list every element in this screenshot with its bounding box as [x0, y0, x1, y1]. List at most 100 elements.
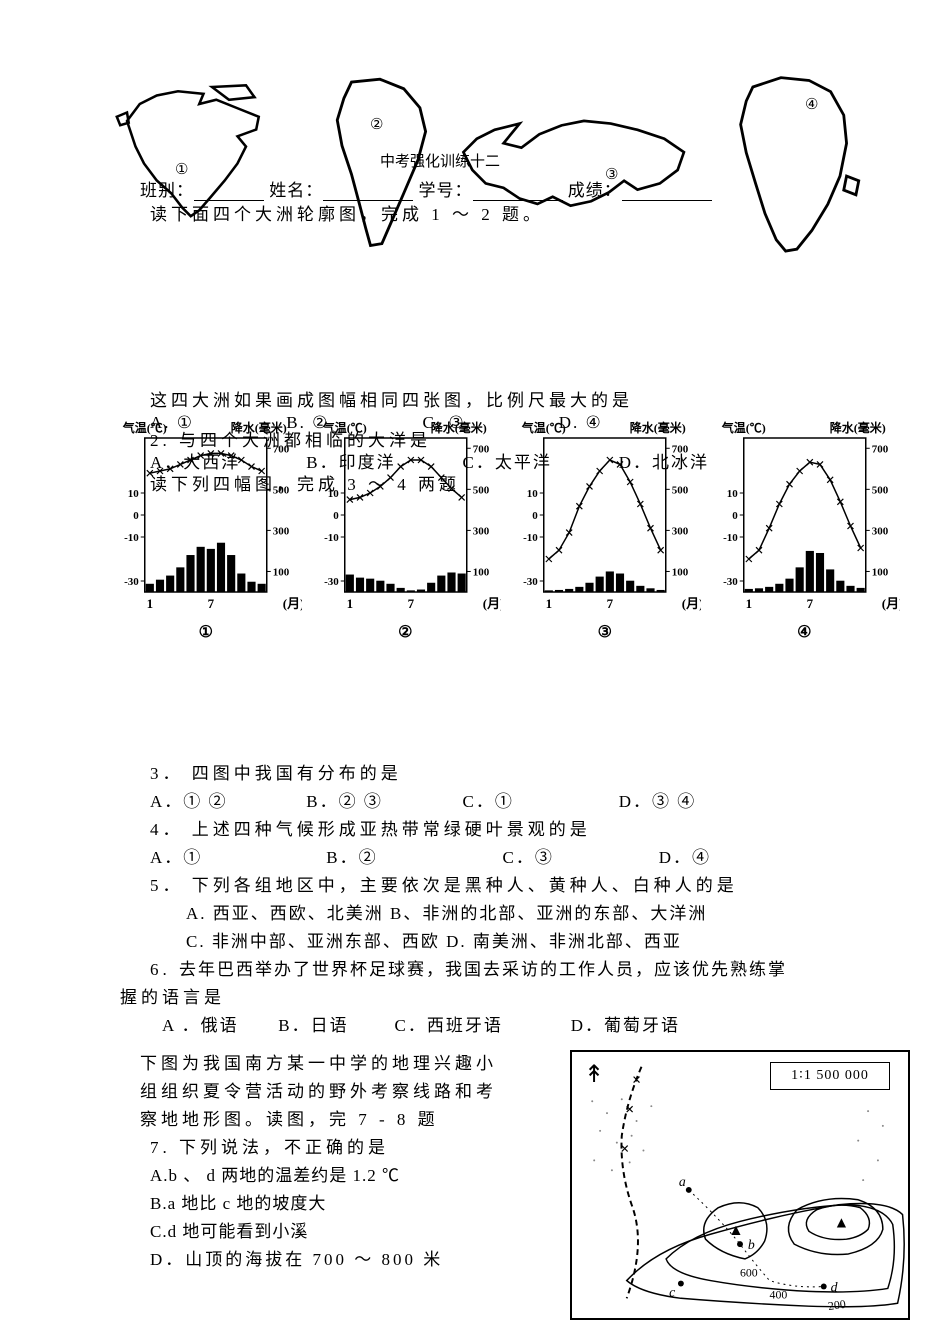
continents-figure: ① ② ③ ④: [120, 70, 900, 270]
north-arrow-icon: ↟: [584, 1060, 604, 1089]
svg-text:300: 300: [672, 525, 689, 537]
name-input[interactable]: [323, 183, 413, 201]
svg-text:7: 7: [806, 596, 813, 611]
svg-text:700: 700: [472, 443, 489, 455]
svg-text:300: 300: [871, 525, 888, 537]
svg-text:700: 700: [672, 443, 689, 455]
svg-text:-30: -30: [124, 576, 139, 588]
svg-text:200: 200: [827, 1297, 847, 1313]
questions-3-6: 3． 四图中我国有分布的是 A．① ② B．② ③ C．① D．③ ④ 4． 上…: [150, 760, 870, 1040]
svg-text:(月): (月): [881, 596, 900, 611]
svg-text:-30: -30: [723, 576, 738, 588]
q4-text: 上述四种气候形成亚热带常绿硬叶景观的是: [192, 820, 591, 839]
q5-opt-a: A. 西亚、西欧、北美洲: [186, 904, 384, 923]
q7-text: 下列说法，不正确的是: [179, 1138, 389, 1157]
q5-opt-b: B、非洲的北部、亚洲的东部、大洋洲: [390, 904, 707, 923]
svg-text:降水(毫米): 降水(毫米): [430, 420, 486, 435]
q3-num: 3．: [150, 764, 184, 783]
topo-intro-1: 下图为我国南方某一中学的地理兴趣小: [140, 1050, 520, 1078]
svg-text:▲: ▲: [728, 1222, 744, 1239]
q3-opt-d: D．③ ④: [619, 788, 697, 816]
climate-chart-svg: 气温(℃)降水(毫米)-30-1001010030050070017(月): [310, 420, 502, 620]
svg-text:降水(毫米): 降水(毫米): [231, 420, 287, 435]
q7-num: 7.: [150, 1138, 171, 1157]
climate-panel-label: ①: [110, 622, 302, 642]
q5-opts-row1: A. 西亚、西欧、北美洲 B、非洲的北部、亚洲的东部、大洋洲: [150, 900, 870, 928]
svg-text:降水(毫米): 降水(毫米): [829, 420, 885, 435]
svg-text:-10: -10: [723, 532, 738, 544]
climate-panel-2: 气温(℃)降水(毫米)-30-1001010030050070017(月) ②: [310, 420, 502, 660]
q4-opt-b: B．②: [326, 844, 496, 872]
svg-text:0: 0: [732, 510, 738, 522]
svg-text:400: 400: [770, 1287, 788, 1301]
continent-africa: ④: [720, 62, 870, 262]
q5-num: 5．: [150, 876, 184, 895]
q3-opt-a: A．① ②: [150, 788, 300, 816]
climate-charts: 气温(℃)降水(毫米)-30-1001010030050070017(月) ① …: [110, 420, 900, 660]
climate-chart-svg: 气温(℃)降水(毫米)-30-1001010030050070017(月): [709, 420, 901, 620]
svg-text:-10: -10: [523, 532, 538, 544]
q3-line: 3． 四图中我国有分布的是: [150, 760, 870, 788]
q5-opt-d: D. 南美洲、非洲北部、西亚: [446, 932, 682, 951]
student-info-line: 班别： 姓名： 学号： 成绩：: [140, 176, 712, 201]
climate-panel-4: 气温(℃)降水(毫米)-30-1001010030050070017(月) ④: [709, 420, 901, 660]
svg-text:c: c: [669, 1284, 675, 1299]
class-input[interactable]: [194, 183, 264, 201]
id-input[interactable]: [473, 183, 563, 201]
svg-text:气温(℃): 气温(℃): [521, 420, 566, 435]
q7-opt-c: C.d 地可能看到小溪: [140, 1218, 520, 1246]
q5-text: 下列各组地区中，主要依次是黑种人、黄种人、白种人的是: [192, 876, 738, 895]
topo-intro-2: 组组织夏令营活动的野外考察线路和考: [140, 1078, 520, 1106]
continent-label: ④: [805, 95, 818, 114]
q6-opt-b: B．日语: [278, 1012, 388, 1040]
q6-line1: 6. 去年巴西举办了世界杯足球赛，我国去采访的工作人员，应该优先熟练掌: [150, 956, 870, 984]
svg-text:0: 0: [333, 510, 339, 522]
climate-panel-label: ③: [509, 622, 701, 642]
climate-panel-3: 气温(℃)降水(毫米)-30-1001010030050070017(月) ③: [509, 420, 701, 660]
q4-opt-a: A．①: [150, 844, 320, 872]
class-label: 班别：: [140, 181, 194, 200]
q6-options: A ．俄语 B．日语 C．西班牙语 D．葡萄牙语: [150, 1012, 870, 1040]
q6-text2: 握的语言是: [120, 984, 870, 1012]
q5-opts-row2: C. 非洲中部、亚洲东部、西欧 D. 南美洲、非洲北部、西亚: [150, 928, 870, 956]
svg-text:a: a: [679, 1174, 686, 1189]
svg-text:(月): (月): [682, 596, 701, 611]
score-label: 成绩：: [568, 181, 622, 200]
q6-text1: 去年巴西举办了世界杯足球赛，我国去采访的工作人员，应该优先熟练掌: [179, 960, 787, 979]
q6-opt-c: C．西班牙语: [395, 1012, 565, 1040]
q4-line: 4． 上述四种气候形成亚热带常绿硬叶景观的是: [150, 816, 870, 844]
svg-text:气温(℃): 气温(℃): [321, 420, 366, 435]
climate-chart-svg: 气温(℃)降水(毫米)-30-1001010030050070017(月): [110, 420, 302, 620]
q1-text: 这四大洲如果画成图幅相同四张图，比例尺最大的是: [150, 390, 870, 412]
svg-text:d: d: [831, 1279, 838, 1294]
q4-opt-d: D．④: [659, 844, 711, 872]
svg-text:500: 500: [672, 484, 689, 496]
svg-text:7: 7: [407, 596, 414, 611]
score-input[interactable]: [622, 183, 712, 201]
worksheet-title: 中考强化训练十二: [380, 150, 500, 171]
q3-opt-b: B．② ③: [306, 788, 456, 816]
name-label: 姓名：: [269, 181, 323, 200]
svg-text:7: 7: [607, 596, 614, 611]
svg-text:▲: ▲: [834, 1214, 850, 1231]
id-label: 学号：: [419, 181, 473, 200]
q3-text: 四图中我国有分布的是: [192, 764, 402, 783]
svg-text:0: 0: [133, 510, 139, 522]
svg-text:300: 300: [472, 525, 489, 537]
q7-line: 7. 下列说法，不正确的是: [140, 1134, 520, 1162]
q3-opt-c: C．①: [463, 788, 613, 816]
svg-text:(月): (月): [283, 596, 302, 611]
q4-options: A．① B．② C．③ D．④: [150, 844, 870, 872]
worksheet-page: ① ② ③ ④ 中考强化训练十二 班别： 姓名： 学号： 成绩：: [0, 0, 945, 1338]
svg-text:-10: -10: [324, 532, 339, 544]
topo-map-svg: ▲ ▲ a b c d 600 400 200: [572, 1052, 908, 1318]
svg-text:1: 1: [745, 596, 752, 611]
svg-text:300: 300: [273, 525, 290, 537]
q6-opt-d: D．葡萄牙语: [571, 1012, 680, 1040]
svg-text:气温(℃): 气温(℃): [720, 420, 765, 435]
svg-text:-30: -30: [324, 576, 339, 588]
svg-text:100: 100: [871, 566, 888, 578]
svg-text:100: 100: [672, 566, 689, 578]
svg-text:b: b: [748, 1237, 755, 1252]
topo-intro-3: 察地地形图。读图，完 7 - 8 题: [140, 1106, 520, 1134]
